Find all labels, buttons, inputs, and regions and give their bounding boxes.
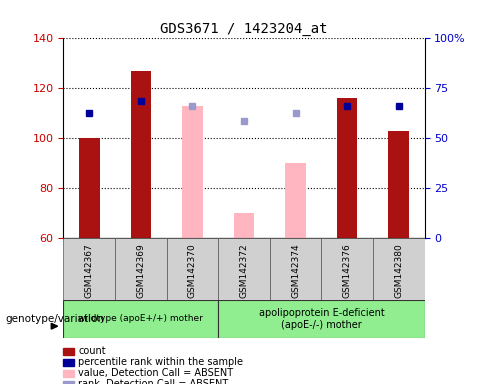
Bar bbox=[166, 238, 218, 300]
Text: GSM142376: GSM142376 bbox=[343, 243, 352, 298]
Text: GSM142370: GSM142370 bbox=[188, 243, 197, 298]
Bar bbox=[322, 238, 373, 300]
Text: value, Detection Call = ABSENT: value, Detection Call = ABSENT bbox=[78, 368, 233, 378]
Bar bbox=[63, 238, 115, 300]
Bar bbox=[285, 163, 306, 238]
Bar bbox=[234, 213, 254, 238]
Bar bbox=[115, 238, 166, 300]
Bar bbox=[63, 300, 218, 338]
Bar bbox=[218, 238, 270, 300]
Bar bbox=[270, 238, 322, 300]
Bar bbox=[388, 131, 409, 238]
Text: GSM142374: GSM142374 bbox=[291, 243, 300, 298]
Text: count: count bbox=[78, 346, 106, 356]
Text: wildtype (apoE+/+) mother: wildtype (apoE+/+) mother bbox=[79, 314, 203, 323]
Bar bbox=[337, 98, 358, 238]
Bar bbox=[218, 300, 425, 338]
Bar bbox=[79, 138, 100, 238]
Text: genotype/variation: genotype/variation bbox=[5, 314, 104, 324]
Text: GSM142367: GSM142367 bbox=[85, 243, 94, 298]
Title: GDS3671 / 1423204_at: GDS3671 / 1423204_at bbox=[160, 22, 328, 36]
Text: GSM142380: GSM142380 bbox=[394, 243, 403, 298]
Bar bbox=[182, 106, 203, 238]
Text: rank, Detection Call = ABSENT: rank, Detection Call = ABSENT bbox=[78, 379, 228, 384]
Text: percentile rank within the sample: percentile rank within the sample bbox=[78, 357, 243, 367]
Text: GSM142372: GSM142372 bbox=[240, 243, 248, 298]
Text: apolipoprotein E-deficient
(apoE-/-) mother: apolipoprotein E-deficient (apoE-/-) mot… bbox=[259, 308, 384, 329]
Bar bbox=[373, 238, 425, 300]
Polygon shape bbox=[51, 323, 58, 329]
Text: GSM142369: GSM142369 bbox=[136, 243, 145, 298]
Bar bbox=[130, 71, 151, 238]
